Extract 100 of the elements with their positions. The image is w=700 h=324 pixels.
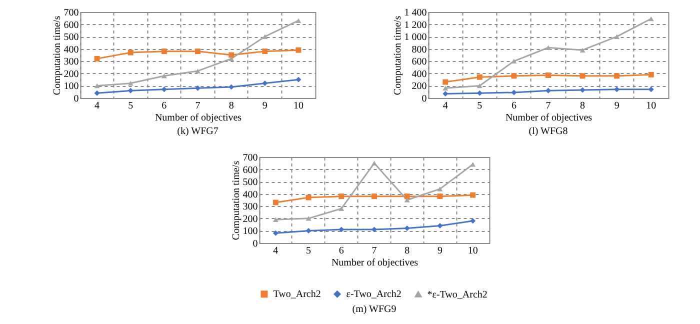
y-tick-label: 0 [422,94,427,104]
point [372,194,377,200]
y-tick-label: 1 000 [404,32,427,44]
x-tick-label: 7 [195,100,200,112]
legend-label: ε-Two_Arch2 [346,289,402,300]
x-tick-label: 8 [228,100,234,112]
x-tick-label: 9 [614,100,620,112]
y-tick-label: 700 [242,152,258,164]
point [306,194,312,200]
legend-label: Two_Arch2 [273,289,321,300]
point [296,76,302,82]
y-tick-label: 400 [64,44,79,56]
point [442,86,448,91]
point [228,56,234,62]
y-tick-label: 200 [64,68,79,80]
point [580,73,586,79]
point [511,90,517,96]
point [128,80,134,86]
y-tick-label: 500 [242,177,258,188]
x-axis-title: Number of objectives [505,112,592,124]
x-tick-label: 6 [162,100,167,112]
x-tick-label: 5 [128,100,134,112]
point [476,83,482,88]
point [470,218,476,224]
y-tick-label: 400 [412,68,427,80]
y-tick-label: 0 [252,238,258,250]
y-tick-label: 0 [74,94,79,104]
point [580,48,586,52]
y-tick-label: 400 [242,189,258,200]
point [404,198,410,202]
point [614,73,620,79]
x-axis-title: Number of objectives [154,112,242,124]
x-tick-label: 6 [338,246,344,256]
point [272,230,278,236]
y-tick-label: 300 [242,202,258,213]
point [195,48,200,54]
point [262,34,268,39]
y-tick-label: 100 [242,226,258,238]
point [372,226,377,232]
point [470,162,476,167]
point [195,68,200,74]
text: (m) WFG9 [352,304,396,315]
y-tick-label: 800 [412,44,427,56]
x-tick-label: 5 [306,246,312,256]
point [511,73,517,79]
point [648,16,654,22]
x-tick-label: 4 [94,100,100,112]
x-tick-label: 4 [442,100,448,112]
point [128,50,134,56]
x-tick-label: 7 [372,246,377,256]
point [161,74,167,78]
point [296,18,302,23]
point [262,80,268,86]
point [372,160,377,166]
point [546,88,551,94]
y-tick-label: 600 [412,56,427,68]
point [306,216,312,221]
x-tick-label: 9 [437,246,442,256]
point [94,90,100,96]
x-tick-label: 10 [468,246,478,256]
x-tick-label: 4 [273,246,278,256]
point [195,85,200,91]
x-tick-label: 8 [580,100,586,112]
text: (k) WFG7 [177,126,218,137]
point [442,79,448,85]
legend-label: *ε-Two_Arch2 [427,289,488,300]
point [128,88,134,94]
x-tick-label: 8 [404,246,410,256]
y-tick-label: 500 [64,32,79,44]
point [161,48,167,54]
point [614,34,620,39]
y-axis-title: Computation time/s [52,16,63,96]
point [306,228,312,234]
y-tick-label: 600 [242,164,258,176]
x-axis-title: Number of objectives [331,258,418,268]
point [437,186,443,192]
y-tick-label: 200 [412,81,427,92]
point [404,226,410,231]
point [437,194,443,200]
point [580,87,586,93]
x-tick-label: 9 [262,100,268,112]
x-tick-label: 6 [511,100,516,112]
point [470,192,476,198]
point [262,48,268,54]
point [272,200,278,206]
point [648,72,654,78]
point [338,206,344,211]
point [338,194,344,200]
point [161,86,167,92]
y-tick-label: 700 [64,8,79,18]
y-tick-label: 100 [64,81,79,92]
point [476,74,482,80]
point [546,45,551,50]
y-axis-title: Computation time/s [230,160,242,240]
y-tick-label: 1 400 [404,8,427,18]
y-tick-label: 300 [64,56,79,68]
point [94,56,100,62]
y-tick-label: 600 [64,20,79,31]
point [648,86,654,92]
point [94,83,100,88]
